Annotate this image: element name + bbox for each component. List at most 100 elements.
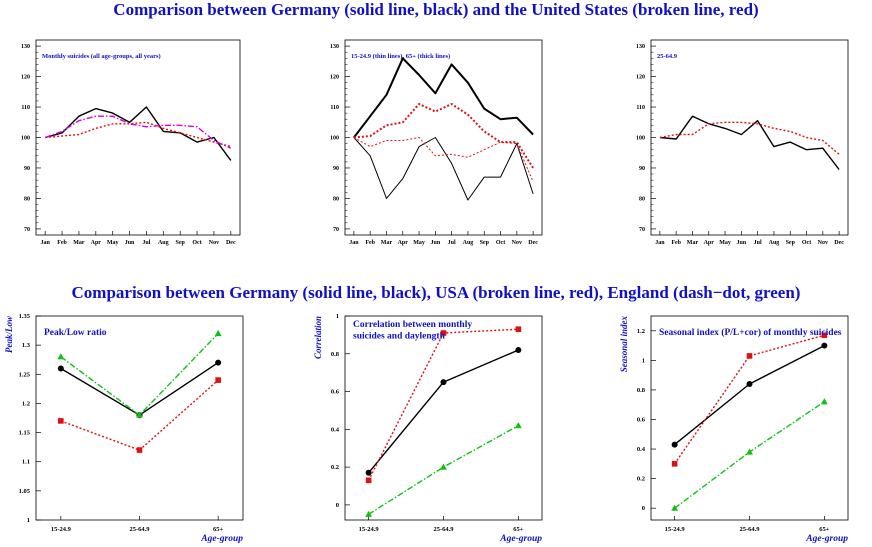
data-point bbox=[214, 329, 222, 337]
y-tick-label: 1.05 bbox=[19, 488, 31, 495]
y-tick-label: 110 bbox=[21, 105, 30, 111]
x-tick-label: Apr bbox=[398, 240, 409, 246]
y-tick-label: 90 bbox=[639, 166, 645, 172]
x-tick-label: Jul bbox=[448, 240, 456, 246]
y-tick-label: 120 bbox=[636, 75, 645, 81]
series-line bbox=[353, 103, 534, 169]
x-tick-label: Mar bbox=[73, 240, 85, 246]
y-tick-label: 0.2 bbox=[637, 476, 645, 483]
plot-frame bbox=[344, 315, 543, 521]
data-point bbox=[820, 398, 828, 405]
y-tick-label: 80 bbox=[333, 196, 339, 202]
y-tick-label: 0.4 bbox=[637, 446, 646, 453]
y-axis-label: Seasonal index bbox=[619, 316, 629, 373]
data-point bbox=[136, 411, 143, 418]
series-line bbox=[60, 362, 219, 416]
y-tick-label: 0.8 bbox=[331, 351, 340, 358]
x-tick-label: Jan bbox=[655, 240, 665, 246]
x-tick-label: 65+ bbox=[819, 526, 830, 533]
y-tick-label: 1.2 bbox=[22, 400, 30, 407]
y-axis-label: Peak/Low bbox=[4, 315, 14, 353]
x-tick-label: Nov bbox=[818, 240, 828, 246]
data-point bbox=[515, 347, 522, 353]
series-line bbox=[368, 424, 519, 515]
y-tick-label: 0.8 bbox=[637, 387, 646, 394]
x-tick-label: Nov bbox=[209, 240, 219, 246]
x-tick-label: 15-24.9 bbox=[51, 526, 72, 533]
x-tick-label: Oct bbox=[496, 240, 505, 246]
x-tick-label: Nov bbox=[512, 240, 522, 246]
plot-frame bbox=[650, 315, 849, 521]
top-heading: Comparison between Germany (solid line, … bbox=[113, 0, 759, 19]
x-tick-label: Oct bbox=[192, 240, 201, 246]
x-tick-label: Dec bbox=[226, 240, 236, 246]
x-tick-label: 65+ bbox=[213, 526, 224, 533]
y-tick-label: 1 bbox=[27, 517, 30, 524]
x-tick-label: Feb bbox=[671, 240, 681, 246]
data-point bbox=[365, 510, 373, 517]
x-tick-label: Sep bbox=[786, 240, 796, 246]
x-tick-label: Jul bbox=[754, 240, 762, 246]
data-point bbox=[671, 461, 678, 467]
series-line bbox=[45, 121, 231, 148]
plot-title: Monthly suicides (all age-groups, all ye… bbox=[42, 53, 161, 60]
series-line bbox=[367, 328, 519, 481]
y-tick-label: 100 bbox=[636, 136, 645, 142]
chart-2: 70 80 90 100 110 120 130 Jan Feb Mar Apr May Jun Jul A… bbox=[330, 39, 543, 246]
data-point bbox=[671, 504, 679, 511]
data-point bbox=[440, 379, 447, 386]
series-line bbox=[45, 106, 232, 161]
y-tick-label: 80 bbox=[24, 196, 30, 202]
y-tick-label: 1.3 bbox=[22, 342, 31, 349]
plot-title: suicides and daylength bbox=[353, 332, 446, 342]
plot-title: Peak/Low ratio bbox=[44, 328, 107, 338]
x-tick-label: Sep bbox=[480, 240, 490, 246]
y-tick-label: 1.1 bbox=[22, 459, 30, 466]
series-line bbox=[659, 121, 840, 155]
series-line bbox=[44, 115, 232, 149]
x-tick-label: May bbox=[719, 240, 731, 246]
series-line bbox=[674, 344, 825, 446]
y-tick-label: 130 bbox=[330, 44, 339, 50]
series-line bbox=[353, 137, 534, 182]
series-line bbox=[674, 401, 825, 509]
data-point bbox=[821, 342, 828, 349]
y-tick-label: 0 bbox=[642, 505, 645, 512]
x-tick-label: Aug bbox=[158, 240, 169, 246]
data-point bbox=[58, 418, 64, 424]
y-tick-label: 1 bbox=[336, 313, 339, 320]
x-tick-label: Dec bbox=[528, 240, 538, 246]
y-tick-label: 70 bbox=[24, 227, 30, 233]
chart-6: 0 0.2 0.4 0.6 0.8 1 1.2 15-24.9 25-64.9 65+ Season… bbox=[619, 315, 849, 544]
data-point bbox=[515, 326, 522, 333]
y-axis-label: Correlation bbox=[313, 316, 323, 359]
x-tick-label: Jun bbox=[737, 240, 747, 246]
data-point bbox=[746, 353, 753, 359]
x-tick-label: May bbox=[107, 240, 119, 246]
series-line bbox=[368, 349, 519, 474]
x-tick-label: Aug bbox=[769, 240, 780, 246]
data-point bbox=[440, 463, 447, 470]
data-point bbox=[746, 381, 753, 387]
chart-5: 0 0.2 0.4 0.6 0.8 1 15-24.9 25-64.9 65+ Correlati… bbox=[313, 313, 543, 544]
x-tick-label: 15-24.9 bbox=[665, 526, 686, 533]
y-tick-label: 110 bbox=[636, 105, 645, 111]
x-axis-label: Age-group bbox=[499, 534, 542, 544]
plot-title: Seasonal index (P/L+cor) of monthly suic… bbox=[659, 327, 842, 338]
y-tick-label: 120 bbox=[21, 75, 30, 81]
plot-frame bbox=[344, 39, 543, 236]
data-point bbox=[215, 377, 221, 383]
y-tick-label: 0.6 bbox=[331, 389, 340, 396]
chart-4: 1 1.05 1.1 1.15 1.2 1.25 1.3 1.35 15-24.9 25-64.9… bbox=[4, 313, 244, 544]
x-tick-label: Oct bbox=[802, 240, 811, 246]
chart-1: 70 80 90 100 110 120 130 Jan Feb Mar Apr May Jun Jul A… bbox=[21, 39, 241, 246]
y-tick-label: 130 bbox=[636, 44, 645, 50]
y-tick-label: 0.6 bbox=[637, 416, 646, 423]
data-point bbox=[365, 469, 372, 476]
series-line bbox=[353, 137, 534, 201]
x-tick-label: Dec bbox=[834, 240, 844, 246]
data-point bbox=[365, 477, 372, 484]
series-line bbox=[353, 57, 534, 139]
